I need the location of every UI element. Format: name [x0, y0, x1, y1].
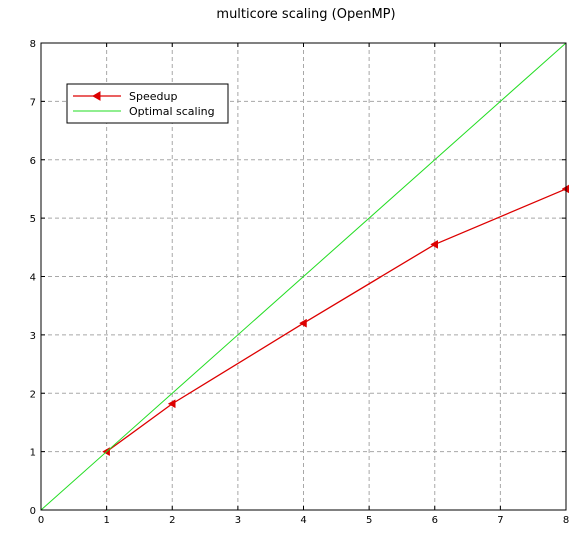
axis-ticks: 0 1 2 3 4 5 6 7 8 0 1 2 3 4 5 6 7 8	[30, 39, 569, 526]
x-tick-label: 4	[300, 515, 306, 526]
x-tick-label: 1	[103, 515, 109, 526]
data-point-speedup	[298, 318, 307, 328]
legend-label-optimal-scaling: Optimal scaling	[129, 105, 215, 118]
data-point-speedup	[167, 399, 176, 409]
x-tick-label: 8	[563, 515, 569, 526]
data-point-speedup	[430, 239, 438, 249]
y-tick-label: 2	[30, 389, 36, 400]
x-tick-label: 0	[38, 515, 44, 526]
y-tick-label: 8	[30, 39, 36, 50]
legend: Speedup Optimal scaling	[66, 83, 229, 124]
y-tick-label: 6	[30, 156, 36, 167]
series-line-speedup	[106, 188, 567, 453]
y-tick-label: 4	[30, 273, 36, 284]
legend-marker-speedup	[91, 91, 101, 101]
x-tick-label: 7	[497, 515, 503, 526]
x-tick-label: 5	[366, 515, 372, 526]
y-tick-label: 1	[30, 448, 36, 459]
y-tick-label: 5	[30, 214, 36, 225]
legend-box	[66, 83, 229, 124]
legend-label-speedup: Speedup	[129, 90, 177, 103]
grid	[41, 43, 566, 510]
chart-title: multicore scaling (OpenMP)	[216, 7, 395, 22]
x-tick-label: 2	[169, 515, 175, 526]
y-tick-label: 7	[30, 97, 36, 108]
y-tick-label: 3	[30, 331, 36, 342]
x-tick-label: 3	[235, 515, 241, 526]
plot-series	[40, 42, 569, 511]
x-tick-label: 6	[432, 515, 438, 526]
y-tick-label: 0	[30, 506, 36, 517]
series-line-optimal-scaling	[40, 42, 567, 511]
